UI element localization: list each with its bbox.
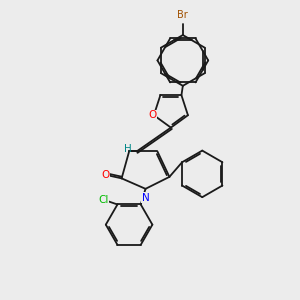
Text: N: N: [142, 193, 149, 203]
Text: Br: Br: [178, 10, 188, 20]
Text: Cl: Cl: [98, 195, 109, 205]
Text: O: O: [101, 170, 109, 180]
Text: H: H: [124, 144, 132, 154]
Text: O: O: [148, 110, 157, 120]
